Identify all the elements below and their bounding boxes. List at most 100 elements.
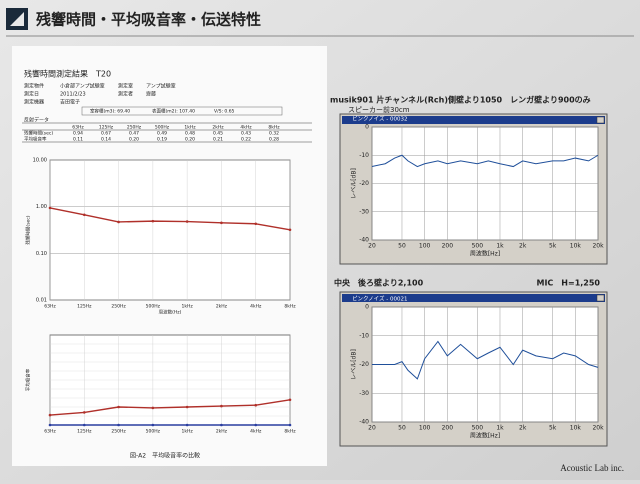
- data-point: [254, 423, 258, 427]
- x-tick-label: 8kHz: [284, 429, 296, 435]
- info-text: 測定物件: [24, 83, 44, 90]
- info-text: 2011/2/23: [60, 92, 86, 98]
- x-tick-label: 20: [368, 243, 376, 250]
- window-title: ピンクノイズ - 00021: [352, 295, 407, 303]
- table-cell: 0.43: [241, 131, 251, 137]
- data-point: [117, 220, 120, 224]
- x-tick-label: 500: [472, 243, 484, 250]
- table-cell: 0.28: [269, 137, 279, 143]
- slide-title: 残響時間・平均吸音率・伝送特性: [36, 11, 261, 29]
- x-tick-label: 5k: [549, 425, 557, 432]
- x-tick-label: 500: [472, 425, 484, 432]
- close-button: [596, 294, 605, 302]
- logo-mark: [10, 12, 24, 26]
- data-point: [151, 406, 155, 410]
- close-button: [596, 116, 605, 124]
- x-tick-label: 100: [419, 425, 431, 432]
- x-tick-label: 100: [419, 243, 431, 250]
- data-point: [288, 398, 292, 402]
- table-cell: 0.47: [129, 131, 139, 137]
- y-tick-label: -40: [359, 419, 369, 426]
- x-tick-label: 2kHz: [216, 429, 228, 435]
- table-cell: 0.67: [101, 131, 111, 137]
- table-header: 250Hz: [127, 125, 142, 131]
- x-tick-label: 2k: [519, 243, 527, 250]
- data-line: [371, 154, 599, 168]
- data-line: [372, 340, 599, 380]
- x-tick-label: 250Hz: [111, 304, 126, 310]
- data-point: [151, 219, 155, 223]
- footer: Acoustic Lab inc.: [560, 463, 624, 473]
- info-text: 測定者: [118, 91, 133, 98]
- data-line: [49, 399, 291, 416]
- x-tick-label: 2kHz: [216, 304, 228, 310]
- x-tick-label: 10k: [570, 425, 582, 432]
- table-header: 63Hz: [72, 125, 84, 131]
- window-titlebar: [342, 116, 605, 124]
- room-info: 室容積(m3): 69.40: [90, 108, 130, 115]
- data-point: [151, 423, 155, 427]
- x-tick-label: 10k: [570, 243, 582, 250]
- x-tick-label: 200: [442, 243, 454, 250]
- y-tick-label: -10: [359, 332, 369, 339]
- table-cell: 0.45: [213, 131, 223, 137]
- table-cell: 0.20: [129, 137, 139, 143]
- data-point: [48, 206, 52, 210]
- x-tick-label: 500Hz: [146, 304, 161, 310]
- data-point: [220, 404, 223, 408]
- y-tick-label: -40: [359, 237, 369, 244]
- info-text: 小倉部アンプ試験室: [60, 83, 105, 90]
- y-tick-label: -30: [359, 208, 369, 215]
- x-tick-label: 250Hz: [111, 429, 126, 435]
- report-heading: 残響時間測定結果 T20: [24, 69, 111, 79]
- y-axis-label: レベル[dB]: [351, 168, 358, 199]
- info-text: 齋藤: [146, 91, 156, 98]
- info-text: アンプ試験室: [146, 83, 176, 90]
- data-point: [82, 423, 86, 427]
- table-cell: 0.19: [157, 137, 167, 143]
- x-tick-label: 1k: [496, 425, 504, 432]
- table-cell: 0.94: [73, 131, 83, 137]
- y-tick-label: -20: [359, 361, 369, 368]
- info-text: 吉田電子: [60, 99, 80, 106]
- y-tick-label: -10: [359, 152, 369, 159]
- data-point: [254, 403, 258, 407]
- info-text: 測定機器: [24, 99, 44, 106]
- caption: スピーカー前30cm: [348, 105, 410, 114]
- x-axis-label: 周波数(Hz): [159, 309, 182, 316]
- y-tick-label: 0.10: [36, 251, 47, 257]
- table-cell: 残響時間(sec): [24, 130, 53, 137]
- x-tick-label: 125Hz: [77, 304, 92, 310]
- data-point: [82, 411, 86, 414]
- info-text: 測定室: [118, 83, 133, 90]
- x-tick-label: 5k: [549, 243, 557, 250]
- data-point: [48, 423, 52, 427]
- data-point: [48, 413, 52, 417]
- window-titlebar: [342, 294, 605, 302]
- x-tick-label: 4kHz: [250, 429, 262, 435]
- y-tick-label: -30: [359, 390, 369, 397]
- x-tick-label: 1kHz: [182, 429, 194, 435]
- table-header: 8kHz: [268, 125, 280, 131]
- y-axis-label: 残響時間(sec): [25, 215, 32, 244]
- data-point: [117, 405, 120, 409]
- x-tick-label: 200: [442, 425, 454, 432]
- room-info: V/S: 0.65: [214, 109, 235, 115]
- x-tick-label: 2k: [519, 425, 527, 432]
- x-axis-label: 周波数[Hz]: [470, 250, 500, 258]
- x-tick-label: 8kHz: [284, 304, 296, 310]
- info-text: 測定日: [24, 91, 39, 98]
- data-point: [288, 423, 292, 427]
- table-cell: 0.22: [241, 137, 251, 143]
- data-point: [185, 405, 189, 409]
- x-tick-label: 50: [398, 243, 406, 250]
- table-cell: 0.21: [213, 137, 223, 143]
- y-tick-label: 0.01: [36, 298, 47, 304]
- y-axis-label: 平均吸音率: [25, 368, 32, 391]
- x-tick-label: 63Hz: [44, 304, 56, 310]
- x-tick-label: 63Hz: [44, 429, 56, 435]
- table-cell: 平均吸音率: [24, 136, 47, 143]
- x-tick-label: 20k: [592, 425, 604, 432]
- y-tick-label: 0: [365, 124, 369, 131]
